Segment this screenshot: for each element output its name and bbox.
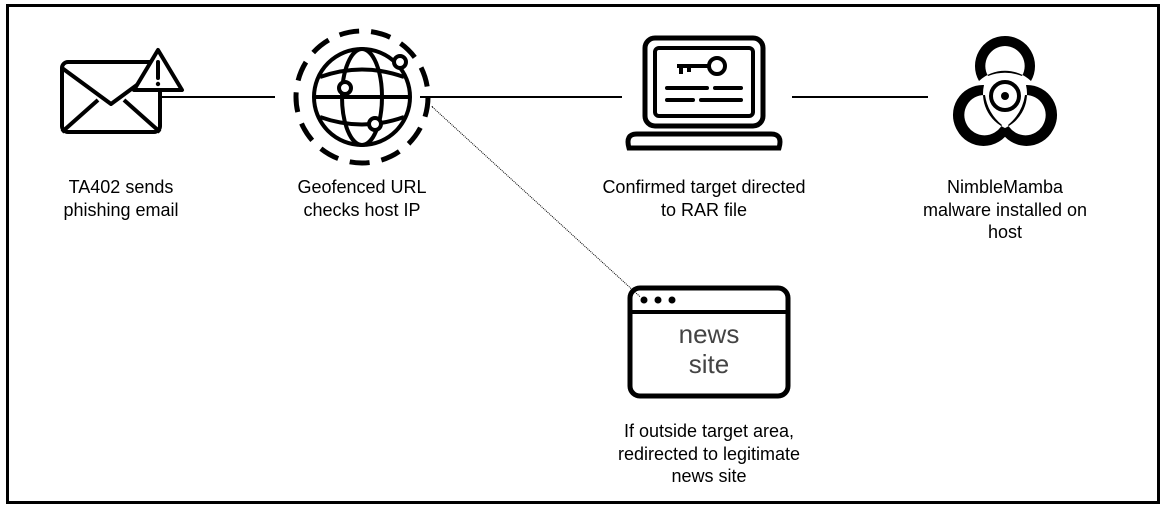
- node-phishing-caption: TA402 sends phishing email: [36, 176, 206, 221]
- edge-rar-malware: [792, 96, 928, 98]
- caption-text: Geofenced URL: [297, 177, 426, 197]
- caption-text: redirected to legitimate: [618, 444, 800, 464]
- edge-phishing-geofence: [158, 96, 275, 98]
- node-rar: [584, 30, 824, 160]
- caption-text: Confirmed target directed: [602, 177, 805, 197]
- caption-text: news site: [671, 466, 746, 486]
- browser-window-icon: news site: [624, 282, 794, 402]
- browser-text-line: news: [679, 319, 740, 349]
- node-malware-caption: NimbleMamba malware installed on host: [900, 176, 1110, 244]
- browser-text: news site: [624, 320, 794, 380]
- globe-dashed-icon: [287, 22, 437, 172]
- node-newssite-caption: If outside target area, redirected to le…: [594, 420, 824, 488]
- caption-text: to RAR file: [661, 200, 747, 220]
- caption-text: TA402 sends: [69, 177, 174, 197]
- node-malware: [900, 30, 1110, 160]
- browser-text-line: site: [689, 349, 729, 379]
- caption-text: phishing email: [63, 200, 178, 220]
- biohazard-icon: [940, 30, 1070, 160]
- node-rar-caption: Confirmed target directed to RAR file: [584, 176, 824, 221]
- caption-text: If outside target area,: [624, 421, 794, 441]
- laptop-key-icon: [619, 30, 789, 160]
- node-geofence-caption: Geofenced URL checks host IP: [262, 176, 462, 221]
- caption-text: host: [988, 222, 1022, 242]
- node-newssite: news site: [594, 282, 824, 402]
- caption-text: NimbleMamba: [947, 177, 1063, 197]
- envelope-warning-icon: [56, 44, 186, 144]
- node-phishing: [36, 44, 206, 144]
- edge-geofence-rar: [420, 96, 622, 98]
- caption-text: malware installed on: [923, 200, 1087, 220]
- caption-text: checks host IP: [303, 200, 420, 220]
